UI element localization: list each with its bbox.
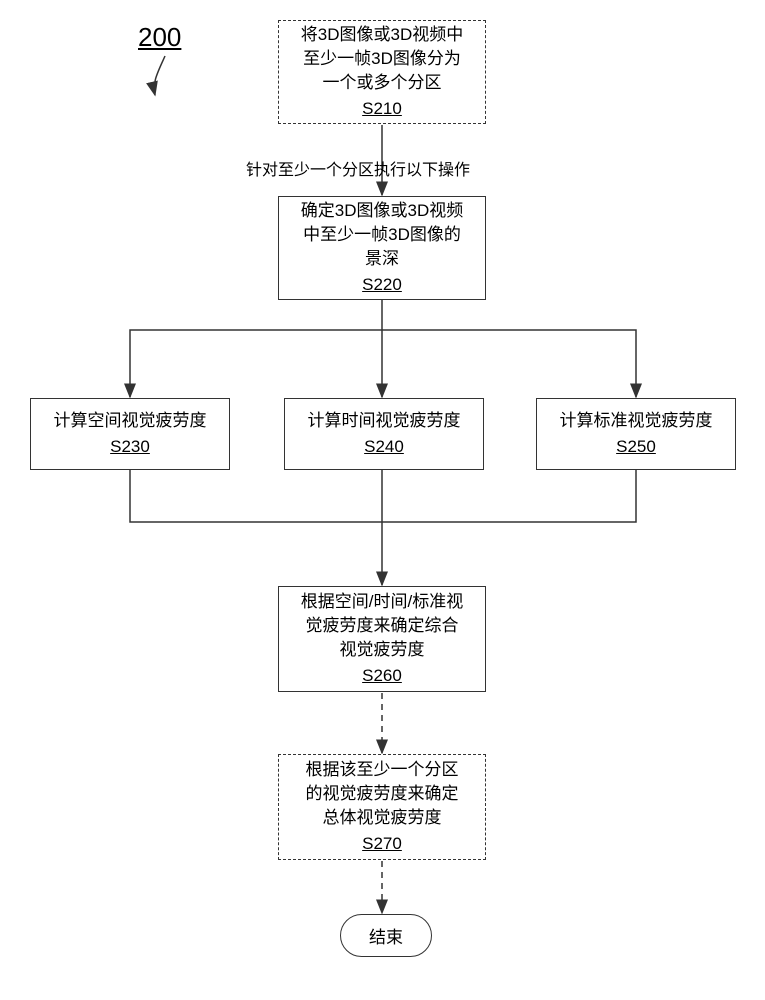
step-code: S210 — [362, 97, 402, 121]
step-text-line: 计算空间视觉疲劳度 — [54, 409, 207, 433]
step-s210-box: 将3D图像或3D视频中至少一帧3D图像分为一个或多个分区S210 — [278, 20, 486, 124]
figure-number-label: 200 — [138, 22, 181, 53]
step-code: S270 — [362, 832, 402, 856]
step-text-line: 至少一帧3D图像分为 — [303, 47, 461, 71]
step-code: S250 — [616, 435, 656, 459]
step-text-line: 一个或多个分区 — [323, 71, 442, 95]
step-text-line: 觉疲劳度来确定综合 — [306, 614, 459, 638]
step-text-line: 中至少一帧3D图像的 — [303, 223, 461, 247]
step-s220-box: 确定3D图像或3D视频中至少一帧3D图像的景深S220 — [278, 196, 486, 300]
step-code: S260 — [362, 664, 402, 688]
step-code: S230 — [110, 435, 150, 459]
step-text-line: 根据空间/时间/标准视 — [301, 590, 463, 614]
end-node: 结束 — [340, 914, 432, 957]
step-text-line: 的视觉疲劳度来确定 — [306, 782, 459, 806]
step-text-line: 计算时间视觉疲劳度 — [308, 409, 461, 433]
step-text-line: 确定3D图像或3D视频 — [301, 199, 463, 223]
step-s230-box: 计算空间视觉疲劳度S230 — [30, 398, 230, 470]
step-text-line: 根据该至少一个分区 — [306, 758, 459, 782]
step-s270-box: 根据该至少一个分区的视觉疲劳度来确定总体视觉疲劳度S270 — [278, 754, 486, 860]
step-text-line: 视觉疲劳度 — [340, 638, 425, 662]
step-code: S220 — [362, 273, 402, 297]
step-code: S240 — [364, 435, 404, 459]
step-text-line: 计算标准视觉疲劳度 — [560, 409, 713, 433]
step-s250-box: 计算标准视觉疲劳度S250 — [536, 398, 736, 470]
step-text-line: 景深 — [365, 247, 399, 271]
step-s240-box: 计算时间视觉疲劳度S240 — [284, 398, 484, 470]
branch-edge-label: 针对至少一个分区执行以下操作 — [246, 156, 470, 180]
step-s260-box: 根据空间/时间/标准视觉疲劳度来确定综合视觉疲劳度S260 — [278, 586, 486, 692]
step-text-line: 将3D图像或3D视频中 — [301, 23, 463, 47]
step-text-line: 总体视觉疲劳度 — [323, 806, 442, 830]
